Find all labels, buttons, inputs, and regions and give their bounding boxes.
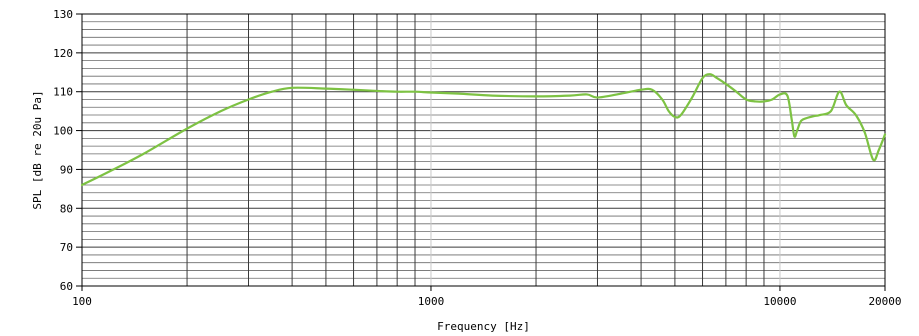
data-point <box>186 127 188 130</box>
y-tick-label: 120 <box>53 47 73 60</box>
data-point <box>863 131 866 134</box>
data-point <box>291 87 293 89</box>
x-tick-label: 10000 <box>763 295 796 308</box>
y-tick-label: 80 <box>60 202 73 215</box>
data-point <box>793 135 796 138</box>
data-point <box>709 73 711 76</box>
x-tick-label: 20000 <box>868 295 901 308</box>
minor-gridlines <box>82 14 885 286</box>
data-point <box>800 120 802 122</box>
x-tick-label: 1000 <box>418 295 445 308</box>
plot-area <box>82 14 885 286</box>
data-point <box>845 104 848 107</box>
data-point <box>725 83 727 85</box>
data-point <box>763 100 765 103</box>
data-point <box>701 77 704 79</box>
data-point <box>716 77 718 79</box>
data-point <box>796 129 798 132</box>
data-point <box>271 90 273 93</box>
data-point <box>830 110 832 112</box>
y-tick-label: 130 <box>53 8 73 21</box>
data-point <box>691 96 693 99</box>
data-point <box>878 149 880 151</box>
y-axis-title: SPL [dB re 20u Pa] <box>31 90 44 209</box>
data-point <box>806 116 809 119</box>
data-point <box>376 90 378 92</box>
y-axis-ticks: 60 70 80 90 100 110 120 130 <box>53 8 82 293</box>
data-point <box>735 90 738 93</box>
x-axis-ticks: 100 1000 10000 20000 <box>72 286 902 308</box>
data-point <box>620 92 622 95</box>
data-point <box>786 94 789 97</box>
y-tick-label: 90 <box>60 163 73 176</box>
data-point <box>872 158 874 161</box>
data-point <box>247 98 250 101</box>
data-point <box>771 98 773 101</box>
data-point <box>414 90 416 93</box>
data-point <box>569 94 571 97</box>
data-point <box>352 88 355 91</box>
data-point <box>884 133 886 136</box>
data-point <box>108 170 111 173</box>
y-tick-label: 100 <box>53 125 73 138</box>
y-tick-label: 70 <box>60 241 73 254</box>
data-point <box>535 95 537 98</box>
data-point <box>596 96 599 99</box>
data-point <box>325 87 327 90</box>
data-point <box>220 110 222 112</box>
data-point <box>667 110 670 112</box>
data-point <box>838 90 841 93</box>
data-point <box>491 94 494 97</box>
data-point <box>81 184 83 186</box>
y-tick-label: 60 <box>60 280 73 293</box>
data-point <box>680 114 682 116</box>
data-point <box>457 92 460 95</box>
data-point <box>430 91 432 94</box>
x-tick-label: 100 <box>72 295 92 308</box>
data-point <box>586 93 588 96</box>
data-point <box>142 153 145 155</box>
data-point <box>790 118 793 120</box>
data-point <box>745 98 747 101</box>
data-point <box>855 114 857 116</box>
major-gridlines <box>82 14 885 286</box>
y-tick-label: 110 <box>53 86 73 99</box>
series-layer <box>80 73 887 187</box>
data-point <box>779 93 781 96</box>
plot-frame <box>81 13 886 287</box>
data-point <box>661 98 664 101</box>
data-point <box>396 90 398 93</box>
data-point <box>651 88 653 91</box>
data-point <box>818 114 821 116</box>
data-point <box>640 88 642 91</box>
data-point <box>812 115 815 117</box>
x-axis-title: Frequency [Hz] <box>437 320 530 333</box>
data-point <box>754 100 757 103</box>
data-point <box>674 116 676 118</box>
